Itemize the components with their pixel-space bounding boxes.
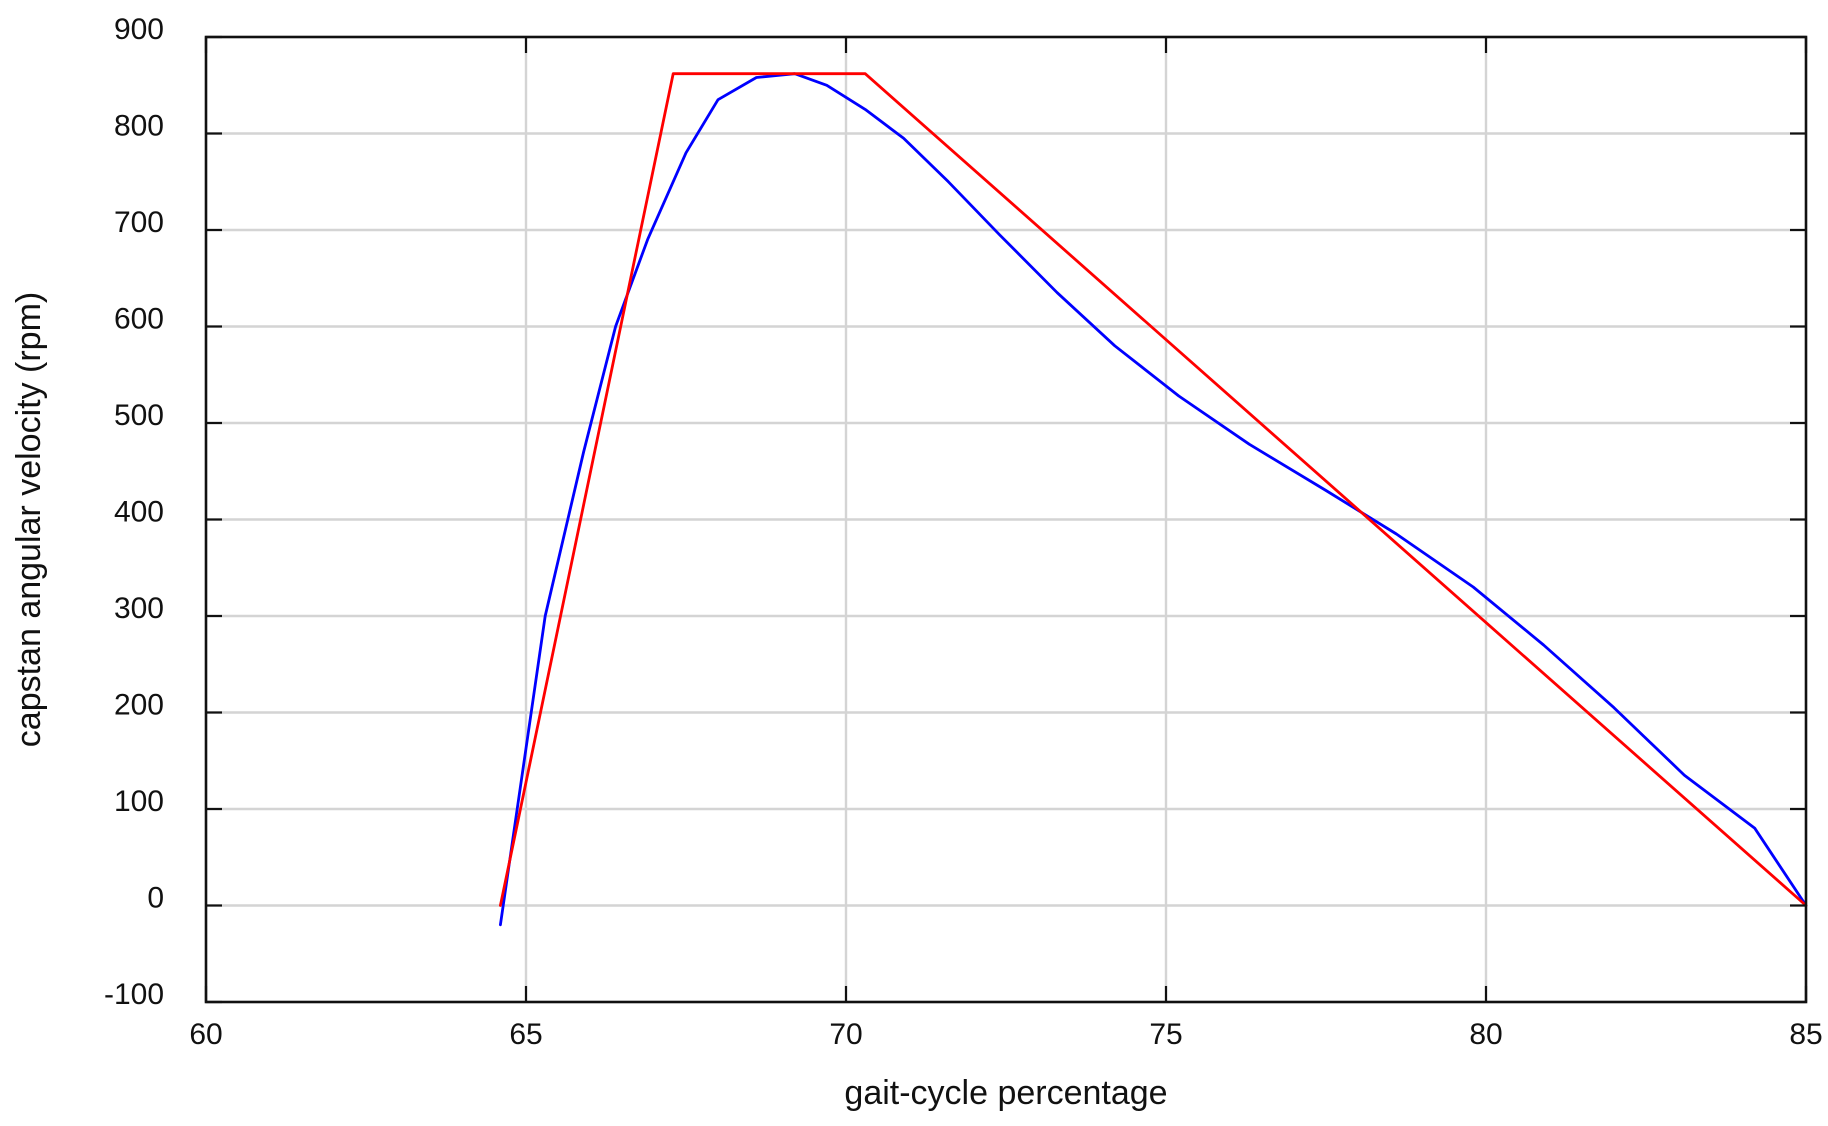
x-tick-label-3: 75 [1149, 1018, 1182, 1051]
series-lines [498, 72, 1808, 927]
y-tick-label-5: 400 [114, 496, 164, 529]
x-tick-labels: 60 65 70 75 80 85 [189, 1018, 1822, 1051]
tick-marks [204, 35, 1808, 1004]
y-tick-label-6: 500 [114, 399, 164, 432]
y-tick-label-0: -100 [104, 978, 164, 1011]
y-tick-label-2: 100 [114, 785, 164, 818]
y-axis-title: capstan angular velocity (rpm) [10, 292, 48, 747]
x-axis-title: gait-cycle percentage [844, 1074, 1167, 1112]
x-tick-label-4: 80 [1469, 1018, 1502, 1051]
y-tick-label-1: 0 [147, 882, 164, 915]
y-tick-label-7: 600 [114, 303, 164, 336]
y-tick-label-3: 200 [114, 689, 164, 722]
y-tick-label-8: 700 [114, 206, 164, 239]
y-tick-label-10: 900 [114, 13, 164, 46]
x-tick-label-0: 60 [189, 1018, 222, 1051]
series-line-1 [498, 72, 1808, 907]
y-tick-label-4: 300 [114, 592, 164, 625]
series-line-0 [498, 72, 1808, 927]
y-tick-label-9: 800 [114, 110, 164, 143]
grid-lines [206, 37, 1806, 1002]
x-tick-label-2: 70 [829, 1018, 862, 1051]
x-tick-label-5: 85 [1789, 1018, 1822, 1051]
x-tick-label-1: 65 [509, 1018, 542, 1051]
y-tick-labels: -100 0 100 200 300 400 500 600 700 800 900 [104, 13, 164, 1011]
